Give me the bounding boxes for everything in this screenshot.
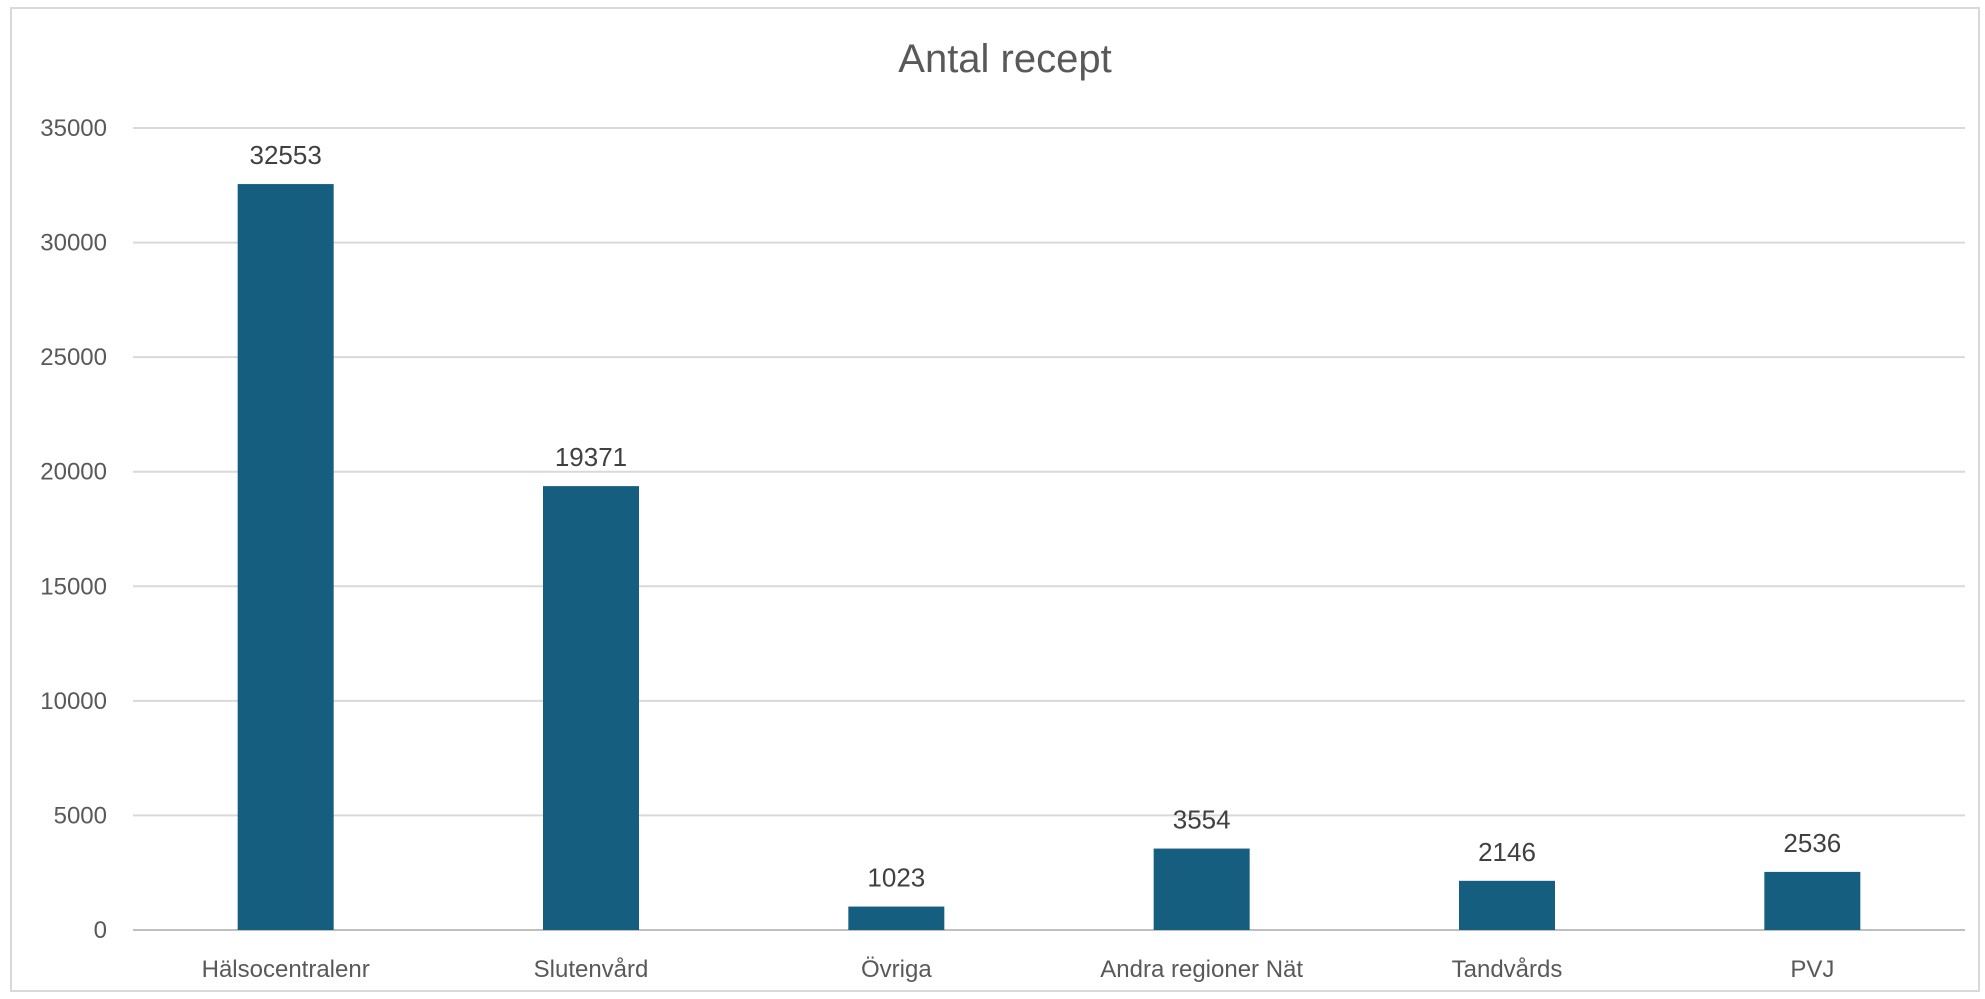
bars: [237, 184, 1861, 930]
bar: [237, 184, 334, 930]
bar-value-label: 3554: [1173, 805, 1231, 835]
x-category-label: Slutenvård: [534, 956, 649, 983]
y-tick-label: 35000: [40, 115, 107, 142]
bar: [1459, 880, 1555, 930]
y-tick-label: 0: [94, 917, 107, 944]
y-tick-label: 30000: [40, 230, 107, 257]
x-axis-categories: Hälsocentralenr Slutenvård Övriga Andra reg…: [202, 956, 1835, 983]
bar: [543, 486, 639, 930]
chart-frame: [10, 7, 1980, 992]
data-labels: 32553 19371 1023 3554 2146 2536: [250, 140, 1842, 892]
y-tick-label: 10000: [40, 688, 107, 715]
chart-title: Antal recept: [898, 37, 1111, 81]
bar: [1764, 871, 1861, 930]
x-category-label: Övriga: [861, 956, 932, 983]
x-category-label: Andra regioner Nät: [1100, 956, 1303, 983]
bar-value-label: 1023: [867, 863, 925, 893]
y-tick-label: 15000: [40, 573, 107, 600]
y-tick-label: 25000: [40, 344, 107, 371]
bar-value-label: 2536: [1783, 828, 1841, 858]
bar-value-label: 32553: [250, 140, 322, 170]
x-category-label: PVJ: [1790, 956, 1834, 983]
bar-value-label: 19371: [555, 442, 627, 472]
gridlines: [133, 127, 1965, 931]
y-axis-ticks: 0 5000 10000 15000 20000 25000 30000 35000: [40, 115, 107, 944]
x-category-label: Hälsocentralenr: [202, 956, 370, 983]
x-category-label: Tandvårds: [1452, 956, 1563, 983]
bar: [848, 906, 945, 930]
bar-value-label: 2146: [1478, 837, 1536, 867]
y-tick-label: 5000: [54, 802, 107, 829]
y-tick-label: 20000: [40, 459, 107, 486]
bar: [1153, 848, 1250, 930]
